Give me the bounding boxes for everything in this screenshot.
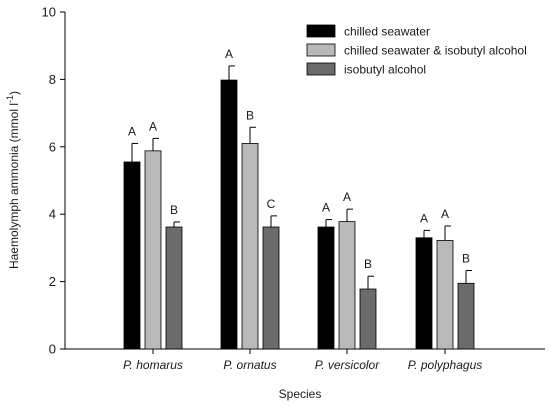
data-label: A <box>149 119 157 133</box>
legend-swatch <box>306 24 336 38</box>
data-label: A <box>322 201 330 215</box>
legend-label: chilled seawater & isobutyl alcohol <box>344 44 527 58</box>
data-label: B <box>246 108 254 122</box>
data-label: B <box>170 203 178 217</box>
y-tick-label: 6 <box>49 139 56 154</box>
bar <box>165 226 183 350</box>
bar <box>123 161 141 350</box>
y-axis-title-main: Haemolymph ammonia (mmol l <box>7 103 21 269</box>
bar <box>241 143 259 350</box>
x-tick-label: P. polyphagus <box>408 358 483 372</box>
x-tick-label: P. versicolor <box>315 358 380 372</box>
bar <box>220 79 238 350</box>
data-label: A <box>441 207 449 221</box>
bar <box>338 221 356 350</box>
legend-label: isobutyl alcohol <box>344 63 426 77</box>
x-axis-title: Species <box>279 387 322 401</box>
legend-label: chilled seawater <box>344 25 430 39</box>
data-label: A <box>128 124 136 138</box>
data-label: B <box>364 257 372 271</box>
data-label: A <box>420 211 428 225</box>
bar <box>144 150 162 350</box>
bar <box>436 240 454 350</box>
data-label: A <box>225 47 233 61</box>
data-label: B <box>462 251 470 265</box>
x-tick-label: P. homarus <box>123 358 183 372</box>
y-tick-label: 10 <box>42 5 56 20</box>
data-label: C <box>267 197 276 211</box>
bar <box>317 226 335 350</box>
bar <box>457 282 475 350</box>
y-axis-title-superscript: -1 <box>5 95 15 103</box>
y-axis-title: Haemolymph ammonia (mmol l-1) <box>5 91 21 269</box>
y-axis-title-close: ) <box>7 91 21 95</box>
legend-swatch <box>306 43 336 57</box>
bar <box>262 226 280 350</box>
y-tick-label: 0 <box>49 342 56 357</box>
bar <box>359 288 377 350</box>
y-tick-label: 2 <box>49 274 56 289</box>
y-tick-label: 4 <box>49 207 56 222</box>
x-tick-label: P. ornatus <box>223 358 276 372</box>
y-tick-label: 8 <box>49 72 56 87</box>
legend-swatch <box>306 62 336 76</box>
bar <box>415 237 433 350</box>
data-label: A <box>343 190 351 204</box>
